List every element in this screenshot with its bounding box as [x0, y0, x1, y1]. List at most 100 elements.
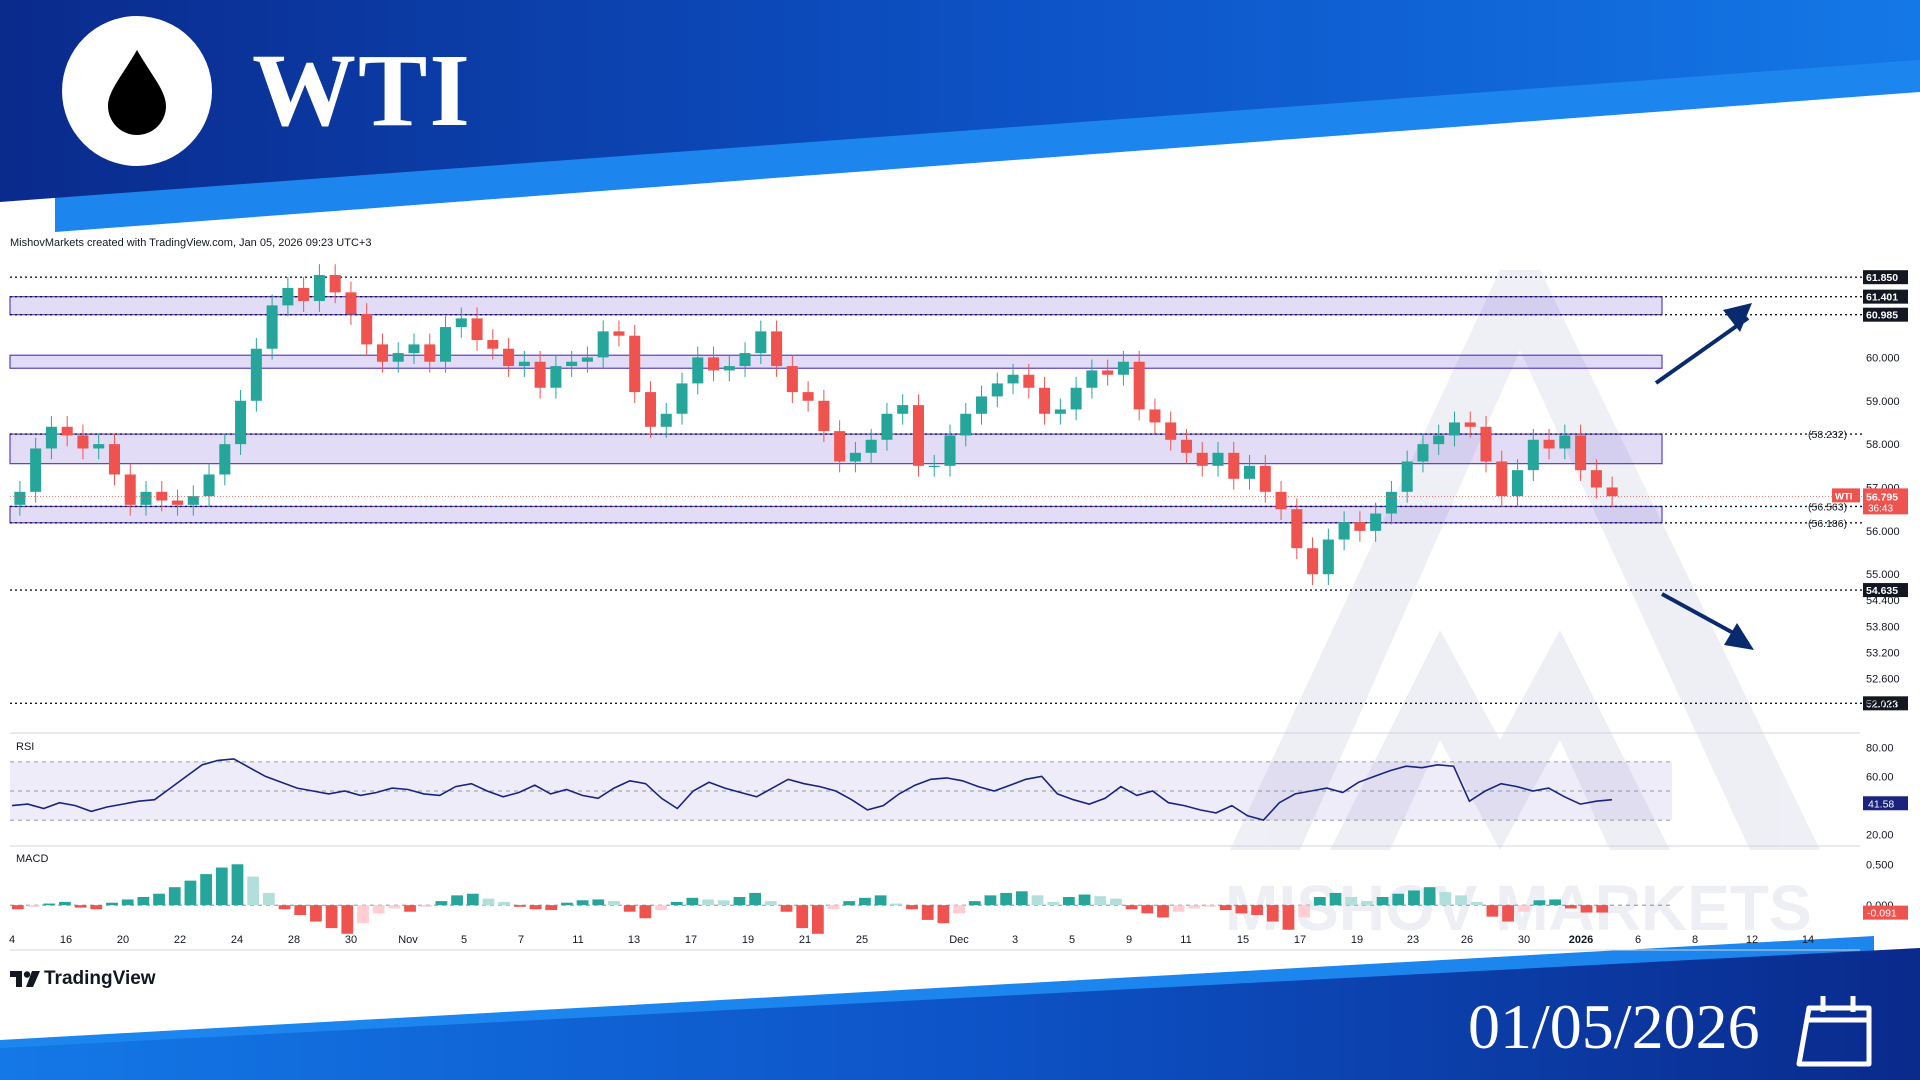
candle-body: [897, 405, 909, 414]
candle-body: [944, 435, 956, 466]
macd-bar: [27, 905, 40, 907]
oil-drop-icon: [108, 50, 166, 135]
candle-body: [1228, 452, 1240, 479]
macd-bar: [357, 905, 369, 924]
candle-body: [1543, 439, 1555, 449]
macd-bar: [717, 900, 730, 906]
macd-bar: [215, 867, 228, 906]
candle-body: [172, 500, 184, 505]
watermark-mark: [1230, 270, 1820, 850]
macd-bar: [372, 905, 385, 914]
up-arrow-head: [1723, 303, 1752, 332]
candle-body: [581, 357, 593, 362]
candle-body: [849, 452, 861, 462]
candle-body: [786, 366, 798, 393]
macd-bar: [843, 901, 856, 906]
price-axis-tick: 53.800: [1866, 621, 1900, 633]
macd-bar: [906, 905, 918, 910]
candle-body: [298, 288, 310, 302]
candle-body: [424, 344, 436, 362]
symbol-label: WTI: [1835, 491, 1852, 502]
candle-body: [881, 413, 893, 440]
time-axis-tick: 7: [518, 934, 524, 946]
candle-body: [503, 348, 515, 367]
macd-bar: [435, 901, 448, 906]
macd-bar: [466, 893, 479, 906]
macd-bar: [1564, 905, 1577, 909]
macd-bar: [90, 905, 103, 910]
macd-bar: [937, 905, 950, 924]
support-resistance-zone: [9, 505, 1663, 524]
macd-bar: [325, 905, 338, 929]
macd-bar: [576, 900, 589, 906]
watermark-logo: [1230, 270, 1820, 850]
time-axis-tick: 23: [1407, 934, 1419, 946]
price-level-badge: [1863, 583, 1908, 598]
rsi-line: [11, 758, 1613, 821]
price-level-label: (56.563): [1808, 501, 1847, 513]
candle-body: [1590, 470, 1602, 488]
candle-body: [345, 292, 357, 315]
candle-body: [1117, 361, 1129, 375]
time-axis-tick: 15: [1237, 934, 1249, 946]
macd-bar: [1157, 905, 1169, 918]
time-axis-tick: 22: [174, 934, 186, 946]
candle-body: [802, 392, 814, 401]
price-axis-tick: 52.600: [1866, 673, 1900, 685]
time-axis-tick: 26: [1461, 934, 1473, 946]
macd-bar: [247, 876, 260, 906]
candle-body: [518, 361, 530, 367]
rsi-axis-tick: 20.00: [1866, 830, 1894, 842]
time-axis-tick: 19: [742, 934, 754, 946]
candle-body: [865, 439, 877, 453]
candle-body: [250, 348, 262, 401]
macd-bar: [498, 901, 511, 906]
time-axis-tick: 5: [461, 934, 467, 946]
macd-bar: [1188, 905, 1201, 909]
macd-bar: [1439, 892, 1452, 906]
candle-body: [676, 383, 688, 414]
macd-bar: [1361, 901, 1373, 906]
macd-bar: [921, 905, 934, 920]
time-axis-tick: 5: [1069, 934, 1075, 946]
price-level-badge: [1863, 289, 1908, 304]
candle-body: [1291, 509, 1303, 549]
candle-body: [1559, 435, 1571, 449]
price-level-badge: [1863, 307, 1908, 322]
candle-body: [376, 344, 388, 362]
macd-bar: [59, 901, 71, 906]
macd-bar: [670, 901, 683, 906]
rsi-value-badge: [1863, 796, 1908, 811]
candle-body: [487, 340, 499, 349]
time-axis-tick: 13: [628, 934, 640, 946]
macd-bar: [796, 905, 809, 929]
time-axis-tick: 19: [1351, 934, 1363, 946]
support-resistance-zone: [9, 296, 1663, 316]
price-axis-tick: 56.000: [1866, 526, 1900, 538]
candle-body: [77, 435, 89, 449]
macd-bar: [513, 905, 526, 907]
top-banner: [0, 0, 1920, 202]
candle-body: [629, 335, 641, 393]
time-axis-tick: 17: [1294, 934, 1306, 946]
candle-body: [61, 426, 73, 436]
macd-bar: [1533, 900, 1546, 906]
candle-body: [960, 413, 972, 436]
macd-bar: [1062, 897, 1075, 906]
candle-body: [266, 305, 278, 349]
candle-body: [282, 288, 294, 306]
macd-value-label: -0.091: [1867, 908, 1897, 920]
macd-bar: [733, 897, 746, 906]
last-price-badge: [1863, 488, 1908, 515]
macd-bar: [1110, 898, 1122, 906]
macd-bar: [1141, 905, 1154, 914]
candle-body: [644, 392, 656, 427]
macd-bar: [1376, 897, 1389, 906]
candle-body: [597, 331, 609, 358]
time-axis-tick: Nov: [398, 934, 418, 946]
macd-bar: [655, 905, 667, 911]
candle-body: [1338, 522, 1350, 540]
symbol-badge: [1832, 488, 1860, 503]
